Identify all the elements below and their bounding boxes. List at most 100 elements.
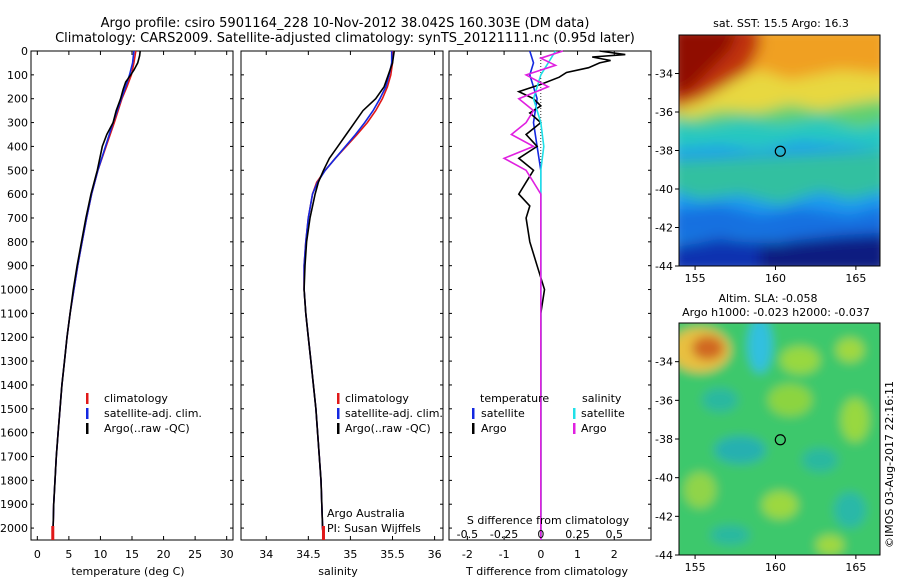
legend-label-satellite: satellite-adj. clim. (345, 407, 443, 420)
depth-tick-label: 1100 (0, 307, 28, 320)
depth-tick-label: 1200 (0, 331, 28, 344)
legend-heading-salinity: salinity (582, 392, 622, 405)
depth-tick-label: 700 (7, 212, 28, 225)
series-line-argo_salinity (502, 50, 564, 540)
map-y-tick-label: -42 (655, 222, 673, 235)
sla-map-title-line1: Altim. SLA: -0.058 (718, 292, 817, 305)
map-y-tick-label: -36 (655, 106, 673, 119)
temperature-legend: climatology satellite-adj. clim. Argo(..… (86, 392, 202, 435)
s-diff-tick-label: 0.5 (606, 528, 624, 541)
map-y-tick-label: -44 (655, 260, 673, 273)
s-diff-tick-label: 0.25 (565, 528, 590, 541)
figure-title-line2: Climatology: CARS2009. Satellite-adjuste… (55, 31, 635, 46)
map-x-tick-label: 155 (685, 561, 706, 574)
salinity-xlabel: salinity (318, 565, 358, 578)
map-x-tick-label: 160 (765, 272, 786, 285)
salinity-plot: 34 34.5 35 35.5 36 (259, 50, 442, 561)
annotation-program: Argo Australia (327, 507, 405, 520)
series-line-argo (52, 50, 141, 541)
map-y-tick-label: -36 (655, 394, 673, 407)
difference-plot-frame (448, 50, 652, 541)
map-y-tick-label: -34 (655, 68, 673, 81)
depth-tick-label: 1500 (0, 403, 28, 416)
legend-label-argo: Argo(..raw -QC) (345, 422, 431, 435)
difference-legend: temperature satellite Argo salinity sate… (472, 392, 625, 435)
map-x-tick-label: 155 (685, 272, 706, 285)
map-y-tick-label: -42 (655, 510, 673, 523)
x-tick-label: 10 (93, 548, 107, 561)
map-x-tick-label: 165 (845, 272, 866, 285)
depth-tick-label: 1900 (0, 498, 28, 511)
x-tick-label: 20 (157, 548, 171, 561)
map-y-tick-label: -40 (655, 183, 673, 196)
series-line-satellite (52, 50, 135, 541)
annotation-pi: PI: Susan Wijffels (327, 522, 421, 535)
x-tick-label: -2 (462, 548, 473, 561)
map-y-tick-label: -38 (655, 433, 673, 446)
depth-tick-label: 500 (7, 164, 28, 177)
salinity-plot-frame (240, 50, 444, 541)
legend-swatch-argo-t (472, 423, 475, 434)
sst-map-axes: 155 160 165 -34 -36 -38 -40 -42 -44 (655, 68, 866, 286)
s-diff-tick-label: -0.25 (490, 528, 518, 541)
legend-swatch-satellite-s (573, 408, 576, 419)
sla-map-title-line2: Argo h1000: -0.023 h2000: -0.037 (682, 306, 870, 319)
legend-heading-temperature: temperature (480, 392, 549, 405)
x-tick-label: 34.5 (296, 548, 321, 561)
s-diff-tick-label: 0 (537, 528, 544, 541)
salinity-legend: climatology satellite-adj. clim. Argo(..… (337, 392, 443, 435)
t-difference-xlabel: T difference from climatology (465, 565, 628, 578)
depth-tick-label: 100 (7, 69, 28, 82)
imos-stamp: ©IMOS 03-Aug-2017 22:16:11 (883, 381, 896, 548)
x-tick-label: 34 (259, 548, 273, 561)
legend-swatch-argo (337, 423, 340, 434)
legend-swatch-satellite (86, 408, 89, 419)
argo-location-marker-sla (774, 434, 786, 446)
temperature-plot-frame (30, 50, 234, 541)
difference-plot: -2 -1 0 1 2 -0.5 -0.25 0 0.25 0.5 (457, 50, 626, 561)
depth-tick-label: 300 (7, 117, 28, 130)
legend-label-satellite-t: satellite (481, 407, 525, 420)
bottom-marker (51, 526, 55, 540)
series-line-argo (516, 50, 626, 540)
sla-heatmap (679, 323, 880, 555)
depth-tick-label: 200 (7, 93, 28, 106)
legend-swatch-satellite-t (472, 408, 475, 419)
series-line-climatology (303, 51, 394, 541)
legend-label-argo: Argo(..raw -QC) (104, 422, 190, 435)
legend-label-climatology: climatology (104, 392, 168, 405)
x-tick-label: -1 (499, 548, 510, 561)
depth-tick-label: 800 (7, 236, 28, 249)
series-line-satellite_salinity (532, 50, 557, 540)
legend-swatch-climatology (337, 393, 340, 404)
x-tick-label: 35.5 (380, 548, 405, 561)
legend-swatch-argo (86, 423, 89, 434)
x-tick-label: 2 (611, 548, 618, 561)
depth-tick-label: 1300 (0, 355, 28, 368)
x-tick-label: 5 (65, 548, 72, 561)
x-tick-label: 25 (188, 548, 202, 561)
temperature-plot: 0 5 10 15 20 25 30 (34, 50, 234, 561)
legend-swatch-satellite (337, 408, 340, 419)
depth-tick-label: 2000 (0, 522, 28, 535)
depth-tick-label: 1000 (0, 284, 28, 297)
figure-title-line1: Argo profile: csiro 5901164_228 10-Nov-2… (101, 16, 590, 31)
x-tick-label: 36 (428, 548, 442, 561)
depth-axis: 0 100 200 300 400 500 600 700 800 900 1000 1100 1200… (0, 45, 651, 535)
depth-tick-label: 1700 (0, 451, 28, 464)
legend-label-satellite: satellite-adj. clim. (104, 407, 202, 420)
series-line-argo (303, 50, 395, 541)
legend-label-argo-t: Argo (481, 422, 507, 435)
depth-tick-label: 900 (7, 260, 28, 273)
series-line-climatology (52, 50, 137, 541)
map-x-tick-label: 160 (765, 561, 786, 574)
map-y-tick-label: -38 (655, 145, 673, 158)
s-diff-tick-label: -0.5 (457, 528, 478, 541)
x-tick-label: 1 (574, 548, 581, 561)
sst-heatmap (679, 35, 880, 266)
depth-tick-label: 1600 (0, 427, 28, 440)
x-tick-label: 35 (343, 548, 357, 561)
map-x-tick-label: 165 (845, 561, 866, 574)
legend-swatch-climatology (86, 393, 89, 404)
depth-tick-label: 400 (7, 140, 28, 153)
